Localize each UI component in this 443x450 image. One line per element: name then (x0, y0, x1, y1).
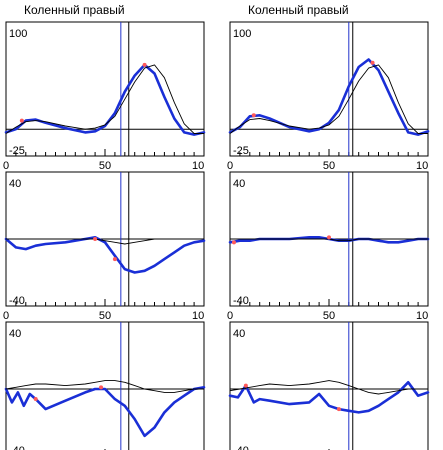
y-top-label: 40 (233, 328, 245, 340)
x-tick-label: 10 (416, 310, 428, 322)
event-marker (336, 407, 341, 412)
x-tick-label: 10 (192, 310, 204, 322)
event-marker (327, 235, 331, 240)
y-bottom-label: -40 (9, 295, 25, 307)
y-bottom-label: -25 (233, 145, 249, 157)
event-marker (142, 62, 147, 67)
event-marker (231, 240, 236, 245)
plot-frame (229, 21, 429, 157)
x-tick-label: 0 (227, 160, 233, 172)
norm-curve (5, 238, 205, 245)
norm-curve (5, 64, 205, 134)
event-marker (19, 118, 24, 123)
event-marker (370, 60, 375, 65)
x-tick-label: 10 (192, 160, 204, 172)
x-tick-label: 50 (323, 310, 335, 322)
event-marker (33, 397, 38, 402)
y-bottom-label: -25 (9, 145, 25, 157)
x-tick-label: 0 (3, 160, 9, 172)
y-top-label: 40 (9, 328, 21, 340)
y-top-label: 40 (9, 178, 21, 190)
x-tick-label: 0 (3, 310, 9, 322)
chart-panel-3: 40 -400 50 10 (3, 171, 206, 322)
patient-curve (4, 236, 206, 274)
plot-frame (229, 321, 429, 450)
x-tick-label: 10 (416, 160, 428, 172)
norm-curve (5, 380, 205, 393)
chart-panel-1: 100 -250 50 10 (3, 21, 206, 172)
x-tick-label: 0 (227, 310, 233, 322)
norm-curve (229, 64, 429, 134)
header-left: Коленный правый (24, 3, 125, 17)
chart-panel-2: 100 -250 50 10 (227, 21, 430, 172)
chart-panel-4: 40 -400 50 10 (227, 171, 430, 322)
x-tick-label: 50 (323, 160, 335, 172)
norm-curve (229, 380, 429, 395)
plot-frame (5, 321, 205, 450)
event-marker (93, 237, 98, 241)
y-top-label: 100 (233, 28, 251, 40)
event-marker (243, 383, 248, 388)
y-top-label: 40 (233, 178, 245, 190)
header-right: Коленный правый (248, 3, 349, 17)
y-top-label: 100 (9, 28, 27, 40)
patient-curve (228, 380, 430, 414)
event-marker (99, 385, 104, 390)
y-bottom-label: -40 (233, 295, 249, 307)
patient-curve (4, 385, 206, 438)
plot-frame (5, 21, 205, 157)
y-bottom-label: -40 (9, 445, 25, 450)
y-bottom-label: -40 (233, 445, 249, 450)
norm-curve (229, 238, 429, 242)
x-tick-label: 50 (99, 160, 111, 172)
patient-curve (4, 63, 206, 136)
event-marker (251, 113, 256, 118)
patient-curve (228, 58, 430, 136)
x-tick-label: 50 (99, 310, 111, 322)
event-marker (112, 257, 117, 262)
